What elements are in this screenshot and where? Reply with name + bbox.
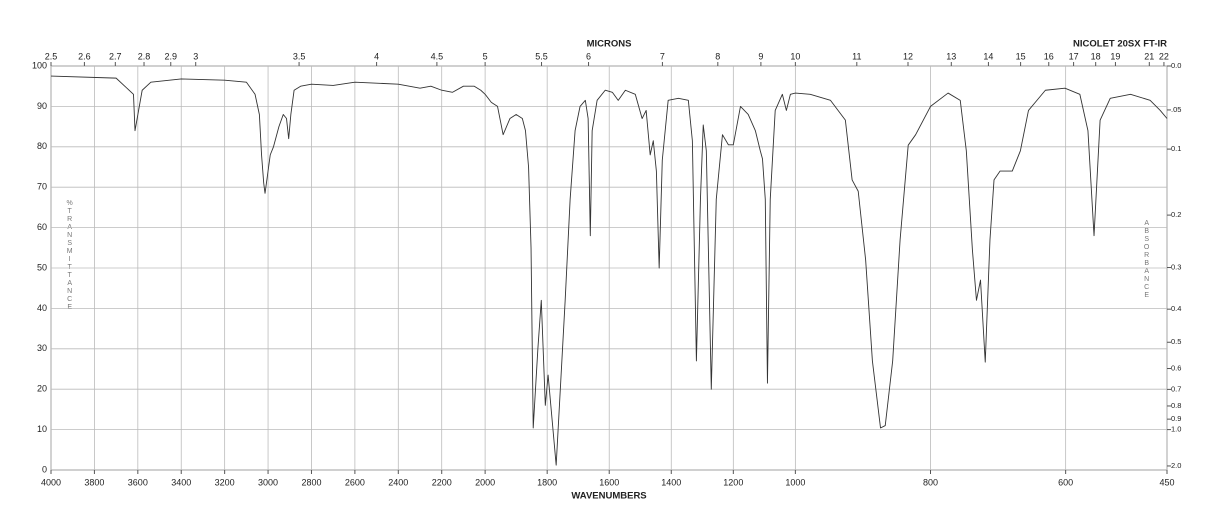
x2-axis-title: MICRONS [587, 39, 632, 50]
x-tick-label: 4000 [41, 477, 61, 487]
x-tick-label: 800 [923, 477, 938, 487]
y-tick-label: 10 [37, 424, 47, 434]
x2-tick-label: 18 [1091, 51, 1101, 61]
x-tick-label: 2400 [388, 477, 408, 487]
spectrum-line [50, 75, 1168, 466]
x2-tick-label: 9 [758, 51, 763, 61]
y2-tick-label: 0.5 [1171, 337, 1181, 346]
x-tick-label: 600 [1058, 477, 1073, 487]
y2-tick-label: 0.1 [1171, 144, 1181, 153]
x2-tick-label: 5.5 [535, 51, 548, 61]
x2-tick-label: 8 [715, 51, 720, 61]
x2-tick-label: 2.8 [138, 51, 151, 61]
x-tick-label: 450 [1159, 477, 1174, 487]
x2-tick-label: 3.5 [293, 51, 306, 61]
x-tick-label: 2000 [475, 477, 495, 487]
x-tick-label: 1000 [785, 477, 805, 487]
x-tick-label: 1600 [599, 477, 619, 487]
y-tick-label: 40 [37, 303, 47, 313]
x2-tick-label: 2.6 [78, 51, 91, 61]
x2-tick-label: 16 [1044, 51, 1054, 61]
x2-tick-label: 4.5 [431, 51, 444, 61]
x2-tick-label: 3 [193, 51, 198, 61]
y-tick-label: 50 [37, 262, 47, 272]
y2-axis-title: ABSORBANCE [1143, 220, 1150, 300]
y-tick-label: 60 [37, 222, 47, 232]
x-axis-title: WAVENUMBERS [571, 491, 646, 502]
y2-tick-label: 0.7 [1171, 384, 1181, 393]
y-axis-title: %TRANSMITTANCE [66, 200, 73, 312]
y-tick-label: 30 [37, 343, 47, 353]
x2-tick-label: 19 [1110, 51, 1120, 61]
x2-tick-label: 4 [374, 51, 379, 61]
y2-tick-label: 2.0 [1171, 461, 1181, 470]
x-tick-label: 3200 [215, 477, 235, 487]
y-tick-label: 0 [42, 464, 47, 474]
y2-tick-label: 0.0 [1171, 61, 1181, 70]
y2-tick-label: .05 [1171, 105, 1181, 114]
x2-tick-label: 14 [983, 51, 993, 61]
y-tick-label: 20 [37, 384, 47, 394]
x-tick-label: 1200 [723, 477, 743, 487]
x2-tick-label: 13 [946, 51, 956, 61]
x2-tick-label: 22 [1159, 51, 1169, 61]
x-tick-label: 2600 [345, 477, 365, 487]
x2-tick-label: 21 [1144, 51, 1154, 61]
x2-tick-label: 5 [483, 51, 488, 61]
x-tick-label: 2800 [301, 477, 321, 487]
x2-tick-label: 7 [660, 51, 665, 61]
x2-tick-label: 2.5 [45, 51, 58, 61]
x-tick-label: 3000 [258, 477, 278, 487]
y2-tick-label: 0.6 [1171, 364, 1181, 373]
x-tick-label: 1400 [661, 477, 681, 487]
x2-tick-label: 17 [1069, 51, 1079, 61]
y2-tick-label: 0.8 [1171, 401, 1181, 410]
x-tick-label: 3600 [128, 477, 148, 487]
x-tick-label: 3800 [84, 477, 104, 487]
y-tick-label: 100 [32, 60, 47, 70]
y2-tick-label: 0.9 [1171, 414, 1181, 423]
x2-tick-label: 2.9 [165, 51, 178, 61]
x2-tick-label: 6 [586, 51, 591, 61]
y-tick-label: 80 [37, 141, 47, 151]
y2-tick-label: 0.4 [1171, 304, 1181, 313]
y2-tick-label: 0.2 [1171, 210, 1181, 219]
x2-tick-label: 11 [852, 51, 861, 61]
y2-tick-label: 1.0 [1171, 425, 1181, 434]
x-tick-label: 2200 [432, 477, 452, 487]
x-tick-label: 1800 [537, 477, 557, 487]
x2-tick-label: 15 [1016, 51, 1026, 61]
x-tick-label: 3400 [171, 477, 191, 487]
y-tick-label: 70 [37, 182, 47, 192]
y-tick-label: 90 [37, 101, 47, 111]
x2-tick-label: 12 [903, 51, 913, 61]
chart-title: NICOLET 20SX FT-IR [1073, 39, 1167, 50]
y2-tick-label: 0.3 [1171, 263, 1181, 272]
x2-tick-label: 2.7 [109, 51, 122, 61]
x2-tick-label: 10 [790, 51, 800, 61]
